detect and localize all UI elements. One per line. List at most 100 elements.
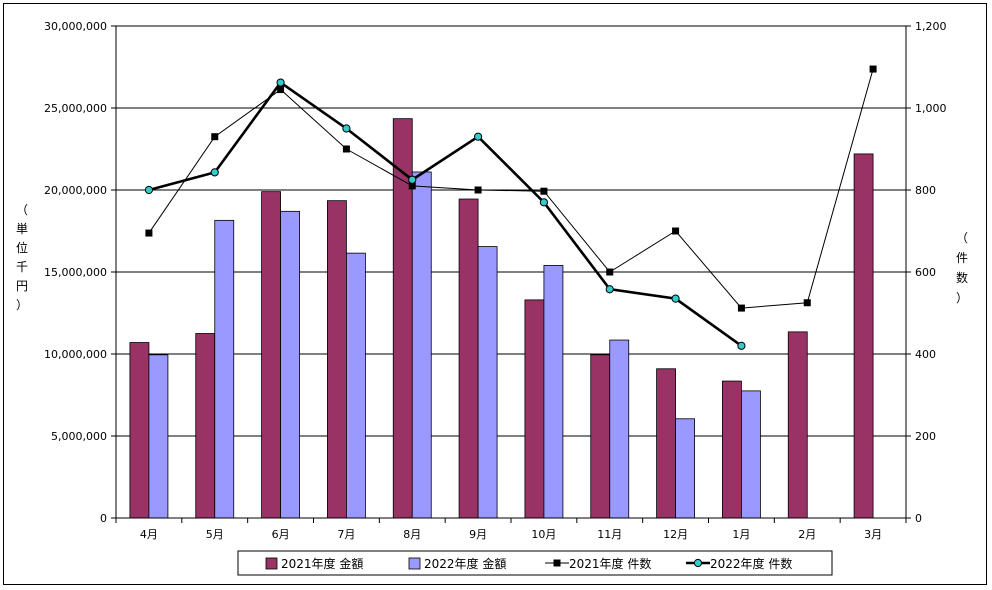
marker-2022-1 [210, 168, 219, 177]
bar-2021-7 [590, 354, 611, 519]
right-tick-label: 800 [915, 184, 936, 197]
right-axis-label-char: ） [956, 291, 968, 305]
category-labels: 4月 5月 6月 7月 8月 9月 10月 11月 12月 1月 2月 3月 [140, 528, 882, 541]
left-axis-label-char: （ [16, 203, 28, 217]
legend-swatch-2021-amount [265, 557, 278, 570]
marker-2021-0 [145, 229, 153, 237]
bar-2021-1 [195, 333, 216, 519]
category-label: 7月 [337, 528, 355, 541]
bar-2021-0 [129, 342, 150, 519]
marker-2021-3 [342, 145, 350, 153]
marker-2022-3 [342, 124, 351, 133]
right-tick-label: 400 [915, 348, 936, 361]
marker-2021-6 [540, 187, 548, 195]
legend-marker-2021 [553, 559, 561, 567]
left-tick-label: 15,000,000 [44, 266, 107, 279]
marker-2022-2 [276, 78, 285, 87]
line-2022-count [148, 80, 743, 347]
right-axis-label: （ 件数 ） [956, 231, 968, 305]
category-label: 12月 [663, 528, 688, 541]
category-label: 2月 [798, 528, 816, 541]
bar-2022-9 [741, 390, 761, 519]
left-axis-label-char: 千 [16, 260, 28, 274]
right-axis-ticks: 0 200 400 600 800 1,000 1,200 [915, 20, 947, 525]
left-axis-ticks: 0 5,000,000 10,000,000 15,000,000 20,000,000… [44, 20, 107, 525]
right-tick-label: 0 [915, 512, 922, 525]
right-tick-label: 1,000 [915, 102, 947, 115]
bar-2022-3 [346, 252, 366, 519]
marker-2021-7 [606, 268, 614, 276]
legend-marker-2022 [693, 558, 703, 568]
left-tick-label: 5,000,000 [51, 430, 107, 443]
bar-2021-2 [261, 191, 281, 519]
marker-2022-6 [539, 198, 549, 207]
bar-2022-4 [411, 171, 432, 519]
bar-2021-3 [327, 200, 347, 519]
legend-label: 2022年度 金額 [424, 556, 506, 571]
marker-2022-8 [671, 294, 680, 303]
legend: 2021年度 金額 2022年度 金額 2021年度 件数 2022年度 件数 [237, 550, 833, 576]
bar-2021-6 [524, 299, 545, 519]
left-axis-label-char: ） [16, 298, 28, 312]
left-tick-label: 20,000,000 [44, 184, 107, 197]
bars [129, 118, 874, 519]
left-axis-label-char: 位 [16, 240, 28, 255]
left-tick-label: 10,000,000 [44, 348, 107, 361]
marker-2021-1 [211, 133, 219, 141]
bar-2022-7 [609, 339, 630, 519]
category-label: 9月 [469, 528, 487, 541]
bar-2021-11 [853, 153, 874, 519]
bar-2022-2 [280, 210, 300, 519]
marker-2022-0 [144, 185, 154, 195]
bar-2021-8 [656, 368, 676, 519]
marker-2021-10 [803, 299, 811, 307]
legend-label: 2022年度 件数 [710, 556, 792, 571]
legend-swatch-2022-amount [408, 557, 421, 570]
marker-2022-7 [605, 285, 614, 294]
marker-2021-4 [408, 182, 416, 190]
marker-2021-11 [869, 65, 877, 73]
right-axis-label-char: 数 [956, 270, 968, 285]
left-axis-label-char: 単 [16, 222, 28, 236]
marker-2022-4 [408, 175, 417, 184]
right-tick-label: 600 [915, 266, 936, 279]
category-label: 11月 [597, 528, 622, 541]
bar-2021-10 [787, 331, 808, 519]
category-label: 3月 [864, 528, 882, 541]
right-tick-label: 200 [915, 430, 936, 443]
left-tick-label: 25,000,000 [44, 102, 107, 115]
bar-2021-9 [722, 380, 742, 519]
bar-2022-0 [148, 354, 169, 519]
bar-2022-6 [543, 265, 564, 519]
marker-2021-5 [474, 186, 482, 194]
marker-2021-2 [277, 86, 285, 94]
left-axis-label-char: 円 [16, 279, 28, 293]
category-label: 5月 [206, 528, 224, 541]
bar-2022-1 [214, 219, 235, 519]
right-axis-label-char: （ [956, 231, 968, 245]
right-axis-label-char: 件 [956, 251, 968, 265]
lines [144, 65, 877, 350]
right-tick-label: 1,200 [915, 20, 947, 33]
legend-label: 2021年度 金額 [281, 556, 363, 571]
category-label: 6月 [272, 528, 290, 541]
bar-2021-5 [458, 198, 479, 519]
category-label: 1月 [732, 528, 750, 541]
bar-2022-8 [675, 418, 695, 519]
category-label: 4月 [140, 528, 158, 541]
marker-2022-5 [473, 132, 483, 141]
marker-2021-8 [672, 227, 680, 235]
legend-label: 2021年度 件数 [569, 556, 651, 571]
axes [111, 25, 911, 523]
bar-2022-5 [477, 246, 498, 519]
left-tick-label: 0 [100, 512, 107, 525]
left-tick-label: 30,000,000 [44, 20, 107, 33]
marker-2022-9 [737, 341, 746, 350]
gridlines [116, 25, 906, 437]
category-label: 10月 [531, 528, 556, 541]
category-label: 8月 [403, 528, 421, 541]
legend-box [237, 550, 833, 576]
marker-2021-9 [737, 304, 745, 312]
